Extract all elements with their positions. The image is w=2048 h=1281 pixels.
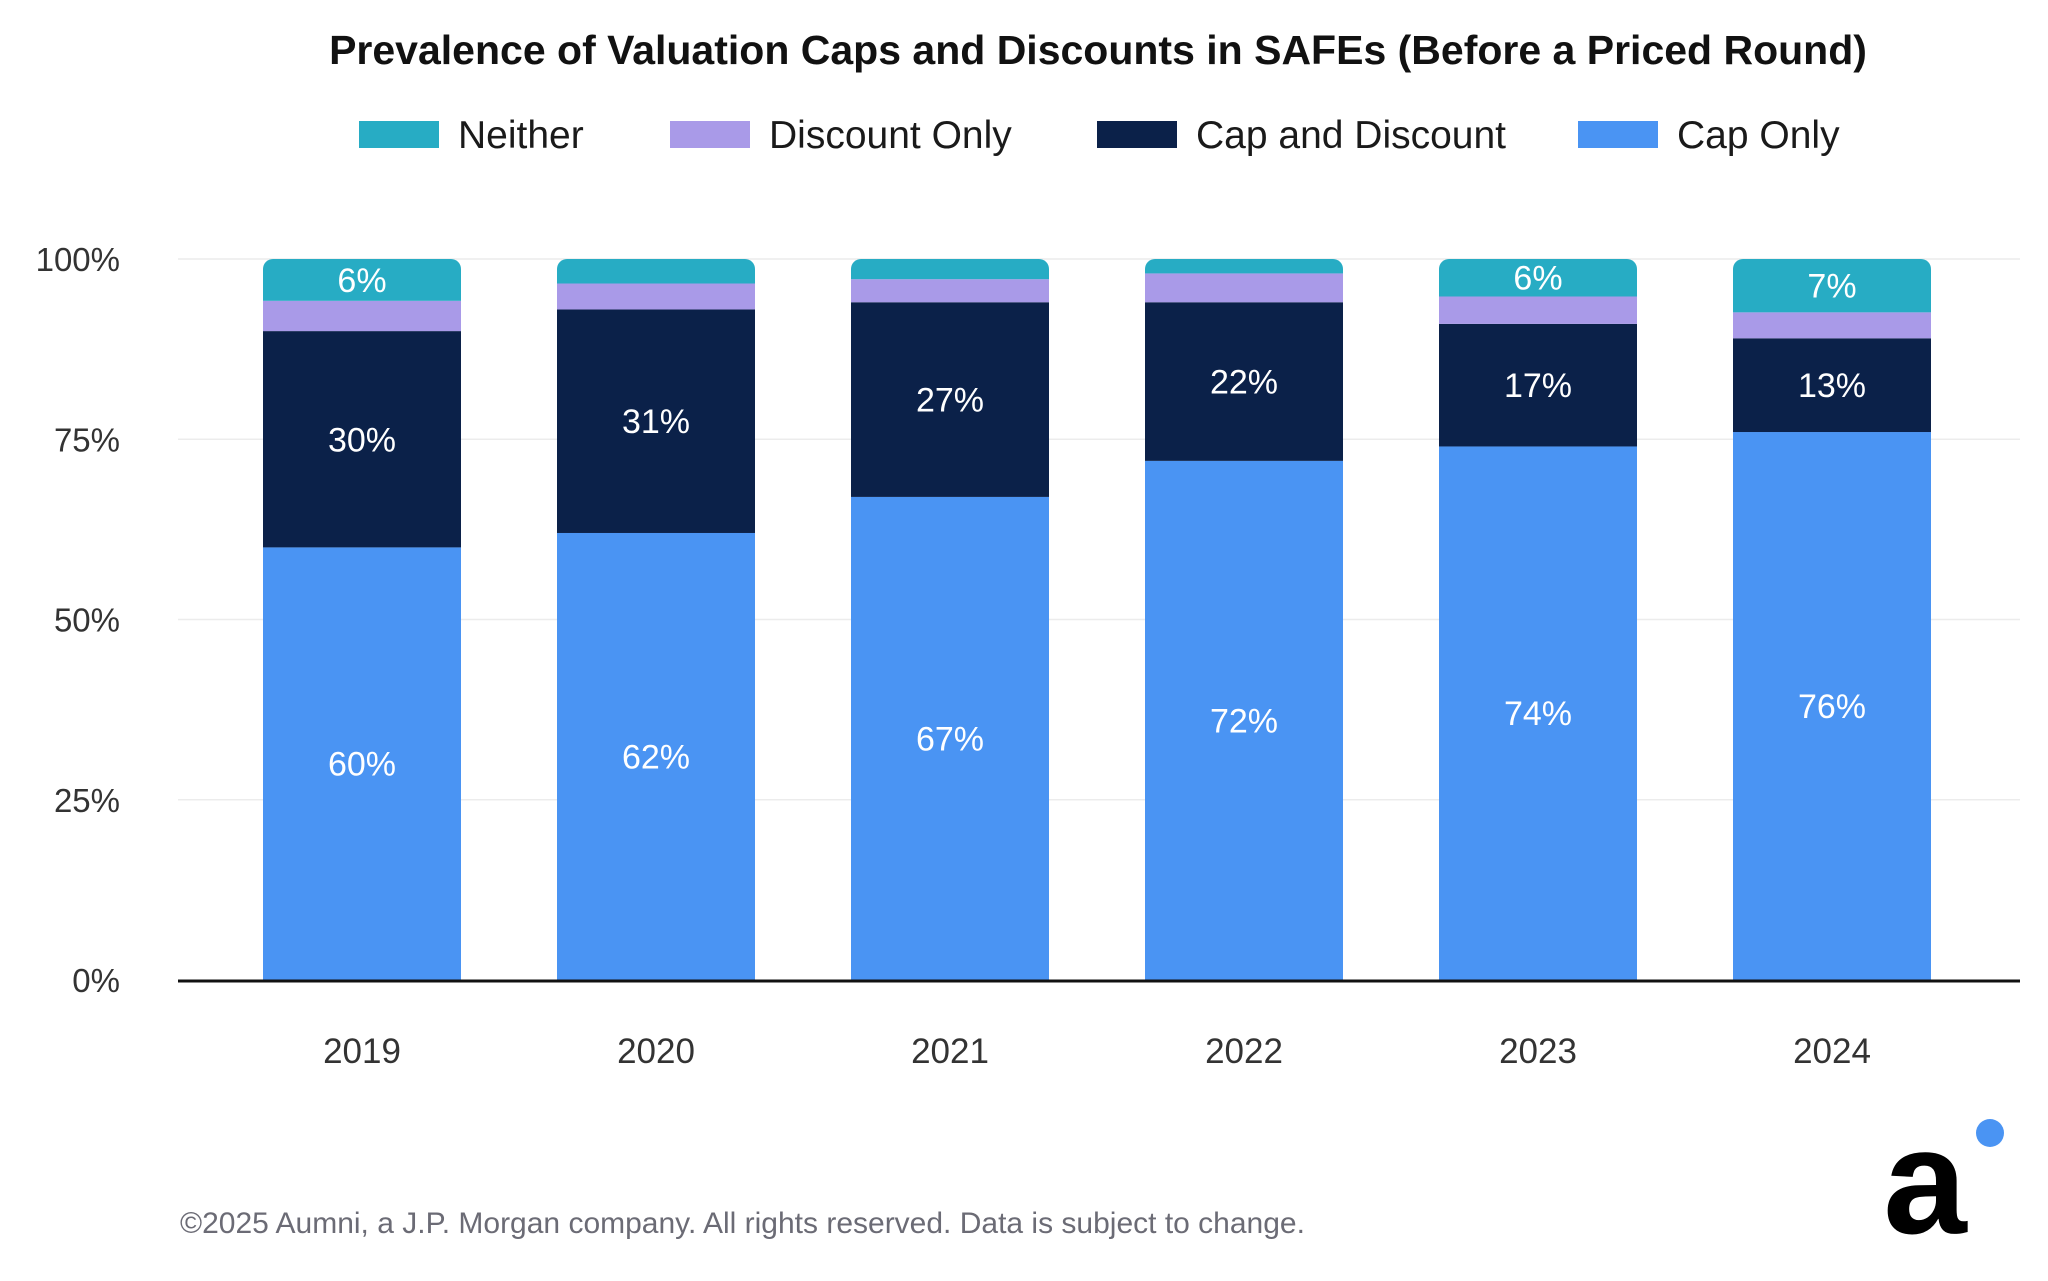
logo-dot — [1976, 1119, 2004, 1147]
bar-segment-cap-only — [557, 532, 755, 980]
bar-segment-cap-and-discount — [557, 309, 755, 533]
bar-segment-cap-only — [1439, 446, 1637, 980]
bar-segment-neither — [1439, 259, 1637, 297]
data-label: 22% — [1210, 364, 1278, 402]
bar-group-2021: 67% 27% — [851, 259, 1049, 980]
legend-label: Cap and Discount — [1196, 114, 1506, 157]
bar-segment-cap-and-discount — [851, 302, 1049, 497]
legend-swatch — [1578, 121, 1658, 148]
x-tick-label: 2020 — [617, 1032, 695, 1071]
bar-group-2022: 72% 22% — [1145, 259, 1343, 980]
bar-group-2019: 60% 30% 6% — [263, 259, 461, 980]
legend-swatch — [1097, 121, 1177, 148]
bar-segment-cap-only — [851, 496, 1049, 980]
legend-label: Discount Only — [769, 114, 1012, 157]
x-tick-label: 2022 — [1205, 1032, 1283, 1071]
data-label: 27% — [916, 382, 984, 420]
bar-group-2024: 76% 13% 7% — [1733, 259, 1931, 980]
legend-swatch — [359, 121, 439, 148]
legend-item-cap-only: Cap Only — [1578, 114, 1840, 157]
legend-swatch — [670, 121, 750, 148]
y-tick-label: 0% — [72, 962, 120, 999]
legend-item-discount-only: Discount Only — [670, 114, 1012, 157]
gridlines — [178, 258, 2020, 801]
y-tick-label: 25% — [54, 782, 120, 819]
legend-item-cap-and-discount: Cap and Discount — [1097, 114, 1506, 157]
data-label: 13% — [1798, 367, 1866, 405]
bar-segment-neither — [263, 259, 461, 301]
bar-group-2023: 74% 17% 6% — [1439, 259, 1637, 980]
data-label: 67% — [916, 720, 984, 758]
data-label: 6% — [337, 262, 386, 300]
data-label: 17% — [1504, 367, 1572, 405]
bar-segment-discount-only — [1733, 312, 1931, 339]
bar-segment-cap-only — [1733, 432, 1931, 980]
bar-segment-cap-and-discount — [263, 331, 461, 548]
x-tick-label: 2023 — [1499, 1032, 1577, 1071]
data-label: 62% — [622, 738, 690, 776]
bar-segment-cap-and-discount — [1439, 323, 1637, 447]
data-label: 6% — [1513, 260, 1562, 298]
y-tick-label: 75% — [54, 421, 120, 458]
bar-segment-neither — [851, 259, 1049, 280]
legend-label: Neither — [458, 114, 584, 157]
bar-segment-cap-and-discount — [1145, 302, 1343, 461]
bar-group-2020: 62% 31% — [557, 259, 755, 980]
data-label: 72% — [1210, 702, 1278, 740]
x-tick-label: 2021 — [911, 1032, 989, 1071]
bar-segment-discount-only — [557, 283, 755, 310]
x-tick-label: 2019 — [323, 1032, 401, 1071]
data-label: 31% — [622, 403, 690, 441]
y-tick-label: 100% — [36, 241, 120, 278]
legend-item-neither: Neither — [359, 114, 584, 157]
copyright-footer: ©2025 Aumni, a J.P. Morgan company. All … — [180, 1207, 1305, 1240]
legend-label: Cap Only — [1677, 114, 1840, 157]
data-label: 7% — [1807, 268, 1856, 306]
bar-segment-discount-only — [1439, 296, 1637, 324]
data-label: 74% — [1504, 695, 1572, 733]
bar-segment-neither — [1145, 259, 1343, 274]
chart-title: Prevalence of Valuation Caps and Discoun… — [329, 27, 1867, 73]
x-axis-ticks: 2019 2020 2021 2022 2023 2024 — [323, 1032, 1871, 1071]
data-label: 60% — [328, 746, 396, 784]
y-axis-ticks: 0% 25% 50% 75% 100% — [36, 241, 120, 999]
x-tick-label: 2024 — [1793, 1032, 1871, 1071]
bar-segment-cap-and-discount — [1733, 338, 1931, 433]
bar-segment-discount-only — [1145, 273, 1343, 303]
bar-segment-neither — [1733, 259, 1931, 313]
bar-segment-neither — [557, 259, 755, 284]
bars: 60% 30% 6% 62% 31% 67% 27% 72% 22% 74% 17% 6% 76% 13%… — [263, 259, 1931, 980]
aumni-logo: a — [1883, 1097, 2004, 1265]
bar-segment-cap-only — [263, 547, 461, 980]
y-tick-label: 50% — [54, 602, 120, 639]
data-label: 30% — [328, 421, 396, 459]
bar-segment-discount-only — [851, 279, 1049, 303]
bar-segment-discount-only — [263, 300, 461, 332]
bar-segment-cap-only — [1145, 460, 1343, 980]
data-label: 76% — [1798, 688, 1866, 726]
legend: Neither Discount Only Cap and Discount Cap … — [359, 114, 1840, 157]
logo-letter: a — [1883, 1097, 1968, 1265]
